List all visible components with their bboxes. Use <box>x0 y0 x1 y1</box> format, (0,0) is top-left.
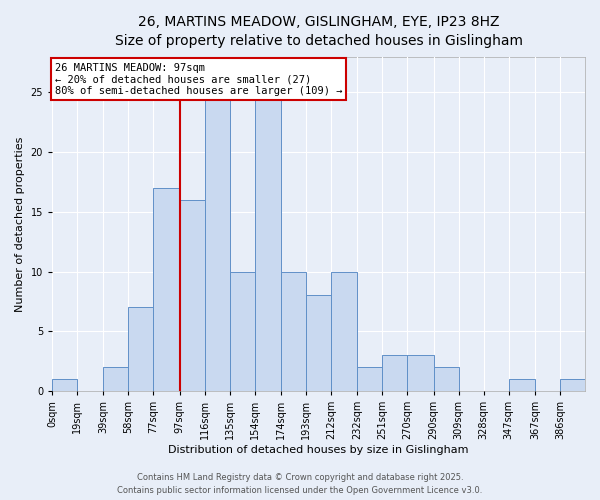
Text: 26 MARTINS MEADOW: 97sqm
← 20% of detached houses are smaller (27)
80% of semi-d: 26 MARTINS MEADOW: 97sqm ← 20% of detach… <box>55 62 342 96</box>
Bar <box>52 379 77 391</box>
Bar <box>281 272 306 391</box>
Bar <box>180 200 205 391</box>
Title: 26, MARTINS MEADOW, GISLINGHAM, EYE, IP23 8HZ
Size of property relative to detac: 26, MARTINS MEADOW, GISLINGHAM, EYE, IP2… <box>115 15 523 48</box>
Bar <box>255 80 281 391</box>
Y-axis label: Number of detached properties: Number of detached properties <box>15 136 25 312</box>
Bar <box>560 379 585 391</box>
Bar <box>407 355 434 391</box>
Bar <box>382 355 407 391</box>
Bar <box>509 379 535 391</box>
Bar <box>331 272 358 391</box>
X-axis label: Distribution of detached houses by size in Gislingham: Distribution of detached houses by size … <box>168 445 469 455</box>
Bar <box>434 367 458 391</box>
Bar <box>230 272 255 391</box>
Text: Contains HM Land Registry data © Crown copyright and database right 2025.
Contai: Contains HM Land Registry data © Crown c… <box>118 474 482 495</box>
Bar <box>306 296 331 391</box>
Bar <box>154 188 180 391</box>
Bar <box>128 308 154 391</box>
Bar <box>358 367 382 391</box>
Bar <box>103 367 128 391</box>
Bar <box>205 80 230 391</box>
